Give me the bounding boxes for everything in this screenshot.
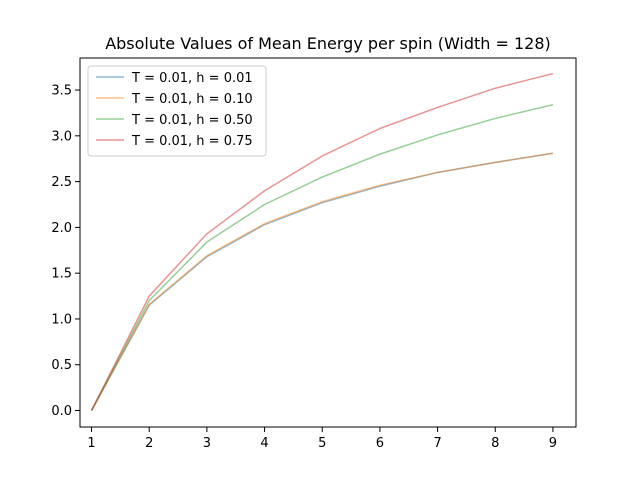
y-tick-label: 1.0 xyxy=(51,312,72,327)
legend-label-4: T = 0.01, h = 0.75 xyxy=(131,134,253,149)
legend-label-2: T = 0.01, h = 0.10 xyxy=(131,92,253,107)
x-tick-label: 9 xyxy=(549,436,557,451)
legend-box xyxy=(87,65,267,157)
chart-title: Absolute Values of Mean Energy per spin … xyxy=(105,34,551,53)
x-tick-label: 7 xyxy=(433,436,441,451)
y-tick-label: 3.5 xyxy=(51,84,72,99)
x-axis: 1 2 3 4 5 6 7 8 9 xyxy=(87,427,557,451)
x-tick-label: 1 xyxy=(87,436,95,451)
series-line-4 xyxy=(90,72,554,411)
x-tick-label: 6 xyxy=(376,436,384,451)
legend-label-1: T = 0.01, h = 0.01 xyxy=(131,71,253,86)
x-tick-label: 4 xyxy=(260,436,268,451)
y-tick-label: 2.0 xyxy=(51,221,72,236)
y-tick-label: 1.5 xyxy=(51,267,72,282)
series-line-3 xyxy=(90,103,554,411)
legend: T = 0.01, h = 0.01 T = 0.01, h = 0.10 T = … xyxy=(87,65,267,157)
legend-label-3: T = 0.01, h = 0.50 xyxy=(131,113,253,128)
x-tick-label: 2 xyxy=(145,436,153,451)
x-tick-label: 3 xyxy=(203,436,211,451)
x-tick-label: 8 xyxy=(491,436,499,451)
x-tick-label: 5 xyxy=(318,436,326,451)
series-layer xyxy=(90,72,554,411)
y-axis: 0.0 0.5 1.0 1.5 2.0 2.5 3.0 3.5 xyxy=(51,84,80,419)
y-tick-label: 3.0 xyxy=(51,129,72,144)
y-tick-label: 2.5 xyxy=(51,175,72,190)
plot-frame xyxy=(79,57,577,428)
y-tick-label: 0.5 xyxy=(51,358,72,373)
y-tick-label: 0.0 xyxy=(51,404,72,419)
series-line-1 xyxy=(90,152,554,411)
series-line-2 xyxy=(90,152,554,411)
